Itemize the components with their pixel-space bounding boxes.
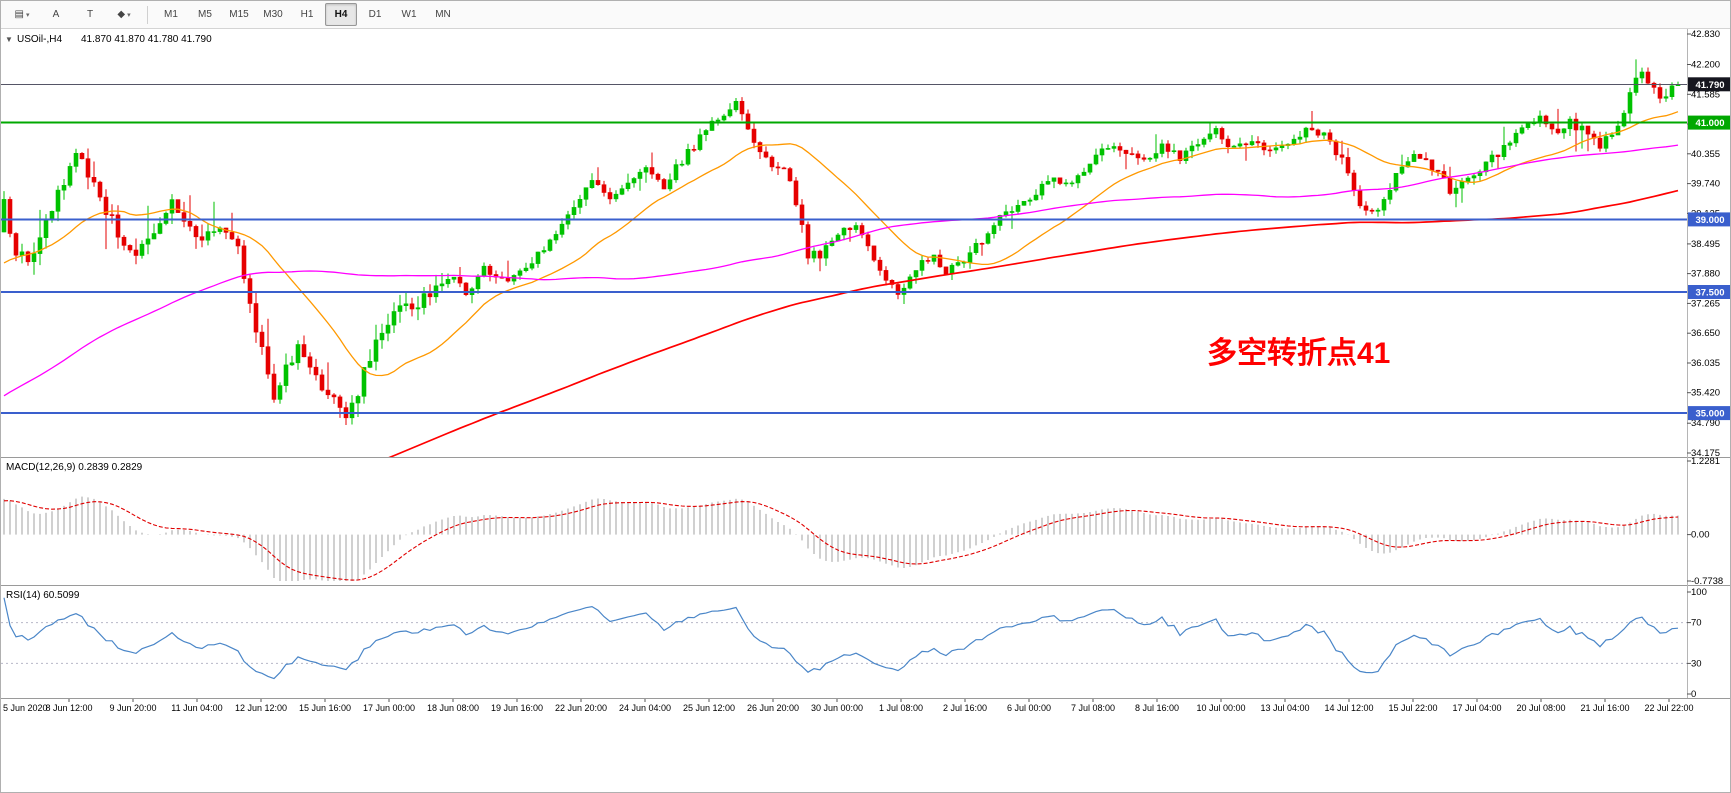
price-tick-label: 35.420 (1691, 388, 1720, 399)
rsi-panel-title: RSI(14) 60.5099 (6, 590, 80, 601)
time-axis-label: 9 Jun 20:00 (109, 703, 156, 713)
macd-scale: 1.2281 0.00 -0.7738 (1687, 456, 1723, 587)
drawing-tools-group: ▤ ▾ A T ◆ ▾ (5, 3, 141, 26)
time-axis-label: 8 Jun 12:00 (45, 703, 92, 713)
arrow-tool-button[interactable]: A (52, 9, 60, 20)
time-axis-label: 24 Jun 04:00 (619, 703, 671, 713)
timeframe-m1-button[interactable]: M1 (164, 9, 178, 20)
ma-89-line (3, 144, 1679, 397)
rsi-tick-label: 100 (1691, 587, 1707, 598)
time-axis-label: 26 Jun 20:00 (747, 703, 799, 713)
time-axis-label: 1 Jul 08:00 (879, 703, 923, 713)
time-axis-label: 11 Jun 04:00 (171, 703, 222, 713)
time-axis-label: 12 Jun 12:00 (235, 703, 287, 713)
macd-tick-label: 1.2281 (1691, 456, 1720, 467)
rsi-tick-label: 30 (1691, 658, 1702, 669)
price-tick-label: 42.200 (1691, 60, 1720, 71)
current-price-badge: 41.790 (1688, 77, 1730, 92)
time-axis-label: 22 Jun 20:00 (555, 703, 607, 713)
timeframe-h1-button[interactable]: H1 (300, 9, 314, 20)
time-axis-label: 10 Jul 00:00 (1196, 703, 1245, 713)
level-37-5-badge: 37.500 (1688, 285, 1730, 299)
svg-text:35.000: 35.000 (1695, 409, 1724, 420)
time-axis-label: 19 Jun 16:00 (491, 703, 543, 713)
price-scale: 42.83042.20041.58540.97040.35539.74039.1… (1687, 29, 1720, 459)
svg-text:41.790: 41.790 (1695, 80, 1724, 91)
chart-annotation-text: 多空转折点41 (1207, 337, 1390, 370)
chart-ohlc-values: 41.870 41.870 41.780 41.790 (81, 34, 212, 45)
chart-template-button[interactable]: ▤ ▾ (14, 9, 30, 20)
candles (1, 59, 1681, 425)
ohlc-collapse-icon[interactable]: ▼ (5, 35, 13, 44)
timeframe-h4-button[interactable]: H4 (325, 3, 357, 26)
price-tick-label: 39.740 (1691, 179, 1720, 190)
dropdown-caret-icon: ▾ (25, 11, 30, 19)
rsi-scale: 100 70 30 0 (1687, 587, 1707, 700)
time-axis-label: 8 Jul 16:00 (1135, 703, 1179, 713)
svg-text:37.500: 37.500 (1695, 288, 1724, 299)
time-axis-label: 5 Jun 2020 (3, 703, 48, 713)
svg-text:39.000: 39.000 (1695, 215, 1724, 226)
price-tick-label: 41.585 (1691, 89, 1720, 100)
dropdown-caret-icon: ▾ (127, 11, 131, 19)
time-axis-label: 22 Jul 22:00 (1644, 703, 1693, 713)
ma-220-line (388, 189, 1679, 457)
toolbar-separator (147, 5, 148, 24)
price-tick-label: 37.880 (1691, 269, 1720, 280)
ma-21-line (3, 111, 1679, 377)
time-axis-label: 17 Jul 04:00 (1452, 703, 1501, 713)
time-axis-label: 15 Jul 22:00 (1388, 703, 1437, 713)
macd-tick-label: -0.7738 (1691, 576, 1723, 587)
shapes-tool-button[interactable]: ◆ ▾ (117, 9, 131, 20)
timeframe-d1-button[interactable]: D1 (368, 9, 382, 20)
price-tick-label: 36.035 (1691, 358, 1720, 369)
timeframe-m30-button[interactable]: M30 (263, 9, 283, 20)
price-tick-label: 40.355 (1691, 149, 1720, 160)
timeframe-buttons-group: M1 M5 M15 M30 H1 H4 D1 W1 MN (154, 3, 460, 26)
macd-histogram (3, 496, 1679, 581)
price-tick-label: 34.175 (1691, 448, 1720, 459)
macd-signal-line (3, 500, 1679, 581)
time-axis-label: 15 Jun 16:00 (299, 703, 351, 713)
rsi-line (3, 597, 1679, 680)
time-axis-label: 30 Jun 00:00 (811, 703, 863, 713)
chart-symbol-title: USOil-,H4 (17, 34, 62, 45)
timeframe-m15-button[interactable]: M15 (229, 9, 249, 20)
timeframe-m5-button[interactable]: M5 (198, 9, 212, 20)
time-axis-label: 25 Jun 12:00 (683, 703, 735, 713)
time-axis-label: 20 Jul 08:00 (1516, 703, 1565, 713)
timeframe-mn-button[interactable]: MN (435, 9, 451, 20)
time-axis-label: 13 Jul 04:00 (1260, 703, 1309, 713)
time-axis-label: 2 Jul 16:00 (943, 703, 987, 713)
price-tick-label: 38.495 (1691, 239, 1720, 250)
level-39-badge: 39.000 (1688, 212, 1730, 227)
time-axis-label: 14 Jul 12:00 (1324, 703, 1373, 713)
price-tick-label: 42.830 (1691, 29, 1720, 40)
price-tick-label: 36.650 (1691, 328, 1720, 339)
price-tick-label: 37.265 (1691, 298, 1720, 309)
rsi-tick-label: 70 (1691, 618, 1702, 629)
text-tool-button[interactable]: T (86, 9, 94, 20)
candlestick-plot (1, 59, 1681, 457)
svg-text:41.000: 41.000 (1695, 118, 1724, 129)
level-35-badge: 35.000 (1688, 406, 1730, 421)
time-axis-label: 7 Jul 08:00 (1071, 703, 1115, 713)
price-tick-label: 34.790 (1691, 418, 1720, 429)
time-axis-label: 17 Jun 00:00 (363, 703, 415, 713)
time-axis-label: 18 Jun 08:00 (427, 703, 479, 713)
time-axis-label: 21 Jul 16:00 (1580, 703, 1629, 713)
timeframe-w1-button[interactable]: W1 (401, 9, 417, 20)
toolbar: ▤ ▾ A T ◆ ▾ M1 M5 M15 M30 H1 H4 D1 W1 MN (1, 1, 1730, 29)
macd-panel-title: MACD(12,26,9) 0.2839 0.2829 (6, 462, 143, 473)
time-axis-label: 6 Jul 00:00 (1007, 703, 1051, 713)
macd-tick-label: 0.00 (1691, 530, 1710, 541)
rsi-tick-label: 0 (1691, 689, 1696, 700)
level-41-badge: 41.000 (1688, 115, 1730, 130)
